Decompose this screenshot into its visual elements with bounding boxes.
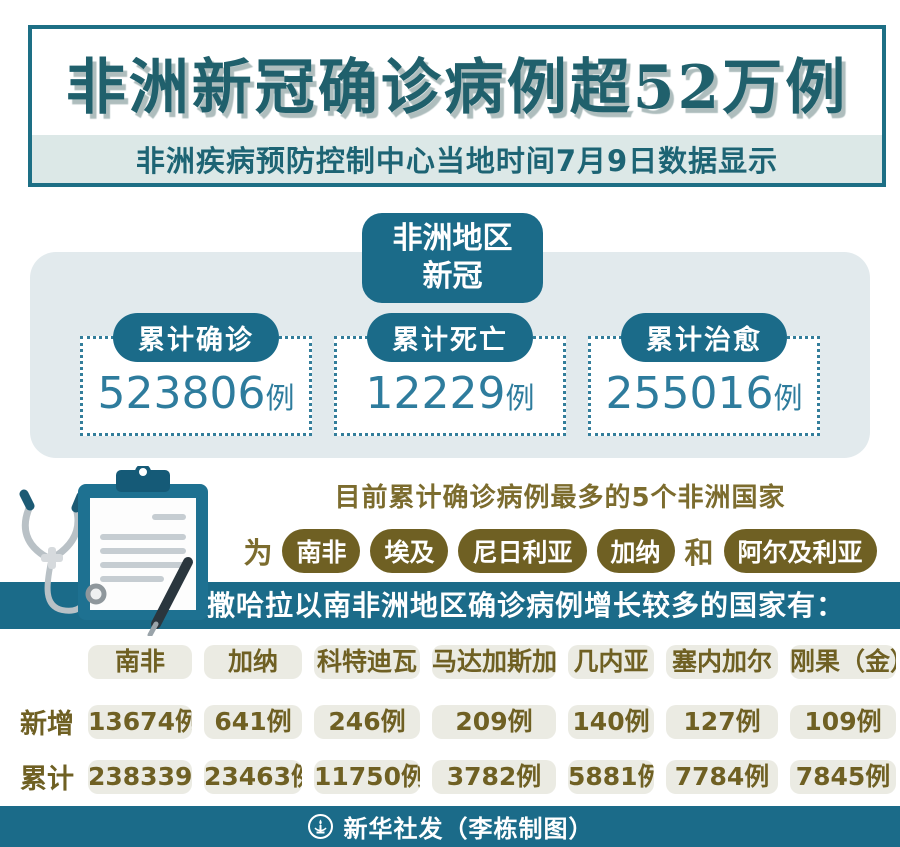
stat-number: 255016 [605,367,774,419]
table-cell: 109例 [790,704,896,739]
region-badge-line2: 新冠 [422,259,483,294]
subsahara-band: 撒哈拉以南非洲地区确诊病例增长较多的国家有： [0,582,900,629]
country-pill: 南非 [282,529,361,573]
column-header: 几内亚 [568,645,654,679]
subsahara-band-title: 撒哈拉以南非洲地区确诊病例增长较多的国家有： [207,589,846,622]
stat-label-recovered: 累计治愈 [621,313,787,362]
column-header: 科特迪瓦 [314,645,420,679]
subtitle-bar: 非洲疾病预防控制中心当地时间7月9日数据显示 [32,135,882,183]
top5-country-list: 为 南非 埃及 尼日利亚 加纳 和 阿尔及利亚 [240,529,880,573]
stat-card-confirmed: 累计确诊 523806例 [80,313,312,436]
stat-card-recovered: 累计治愈 255016例 [588,313,820,436]
table-cell: 7845例 [790,759,896,794]
column-header: 刚果（金） [790,645,896,679]
growth-table: 南非 加纳 科特迪瓦 马达加斯加 几内亚 塞内加尔 刚果（金） 新增 13674… [0,629,900,796]
table-cell: 140例 [568,704,654,739]
page-title: 非洲新冠确诊病例超52万例 [65,52,849,123]
row-label: 新增 [20,709,74,740]
stat-card-deaths: 累计死亡 12229例 [334,313,566,436]
table-cell: 7784例 [666,759,778,794]
table-cell: 3782例 [432,759,556,794]
table-cell: 11750例 [314,759,420,794]
table-cell: 209例 [432,704,556,739]
country-pill: 尼日利亚 [458,529,587,573]
stat-number: 523806 [97,367,266,419]
row-label: 累计 [20,764,74,795]
footer-bar: 新华社发（李栋制图） [0,806,900,847]
table-row-new: 新增 13674例 641例 246例 209例 140例 127例 109例 [0,702,900,741]
table-cell: 246例 [314,704,420,739]
table-cell: 127例 [666,704,778,739]
table-cell: 23463例 [204,759,302,794]
clipboard-stethoscope-illustration [19,466,208,636]
stat-label-deaths: 累计死亡 [367,313,533,362]
column-header: 南非 [88,645,192,679]
table-row-cumulative: 累计 238339例 23463例 11750例 3782例 5881例 778… [0,757,900,796]
region-badge-line1: 非洲地区 [392,221,513,256]
country-pill: 埃及 [370,529,449,573]
stat-value-confirmed: 523806例 [98,368,295,419]
stat-value-recovered: 255016例 [606,368,803,419]
column-header: 塞内加尔 [666,645,778,679]
region-badge: 非洲地区 新冠 [362,213,543,303]
table-cell: 13674例 [88,704,192,739]
stat-value-deaths: 12229例 [366,368,535,419]
country-pill: 加纳 [596,529,675,573]
title-box: 非洲新冠确诊病例超52万例 非洲疾病预防控制中心当地时间7月9日数据显示 [28,25,886,187]
country-pill: 阿尔及利亚 [723,529,877,573]
table-cell: 238339例 [88,759,192,794]
stat-label-confirmed: 累计确诊 [113,313,279,362]
xinhua-logo-icon [307,814,333,839]
table-cell: 5881例 [568,759,654,794]
stat-unit: 例 [773,380,803,415]
table-cell: 641例 [204,704,302,739]
stat-unit: 例 [265,380,295,415]
stat-number: 12229 [365,367,506,419]
subtitle-text: 非洲疾病预防控制中心当地时间7月9日数据显示 [135,144,779,178]
stat-unit: 例 [505,380,535,415]
top5-intro: 目前累计确诊病例最多的5个非洲国家 [334,483,786,513]
column-header: 加纳 [204,645,302,679]
top5-prefix: 为 [243,536,273,570]
table-header-row: 南非 加纳 科特迪瓦 马达加斯加 几内亚 塞内加尔 刚果（金） [0,645,900,679]
credit-text: 新华社发（李栋制图） [343,815,594,843]
column-header: 马达加斯加 [432,645,556,679]
top5-conjunction: 和 [684,536,714,570]
top5-section: 目前累计确诊病例最多的5个非洲国家 为 南非 埃及 尼日利亚 加纳 和 阿尔及利… [240,477,880,573]
